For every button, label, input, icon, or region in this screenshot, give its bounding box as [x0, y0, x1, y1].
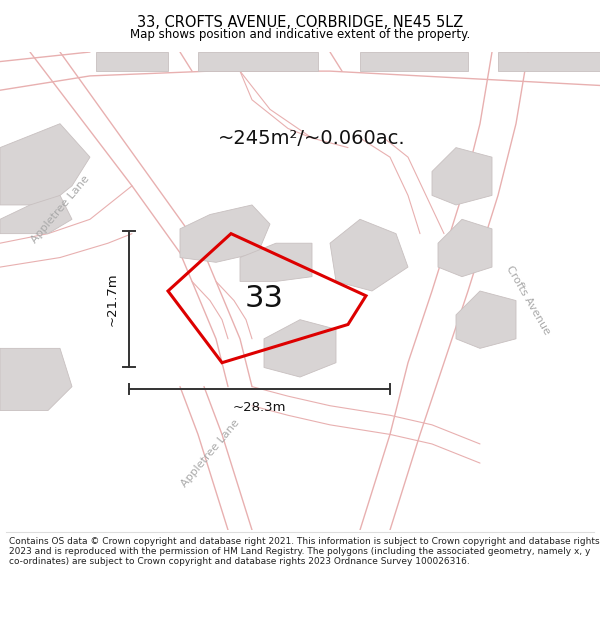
Polygon shape	[0, 124, 90, 205]
Polygon shape	[96, 52, 168, 71]
Polygon shape	[438, 219, 492, 277]
Polygon shape	[330, 219, 408, 291]
Polygon shape	[0, 196, 72, 234]
Polygon shape	[456, 291, 516, 348]
Text: ~21.7m: ~21.7m	[105, 272, 118, 326]
Polygon shape	[264, 319, 336, 377]
Polygon shape	[432, 148, 492, 205]
Text: ~245m²/~0.060ac.: ~245m²/~0.060ac.	[218, 129, 406, 148]
Polygon shape	[180, 205, 270, 262]
Text: Map shows position and indicative extent of the property.: Map shows position and indicative extent…	[130, 28, 470, 41]
Text: Appletree Lane: Appletree Lane	[29, 174, 91, 246]
Polygon shape	[240, 243, 312, 281]
Text: Appletree Lane: Appletree Lane	[179, 418, 241, 489]
Text: Contains OS data © Crown copyright and database right 2021. This information is : Contains OS data © Crown copyright and d…	[9, 537, 599, 566]
Polygon shape	[0, 348, 72, 411]
Text: 33, CROFTS AVENUE, CORBRIDGE, NE45 5LZ: 33, CROFTS AVENUE, CORBRIDGE, NE45 5LZ	[137, 14, 463, 29]
Polygon shape	[198, 52, 318, 71]
Text: Crofts Avenue: Crofts Avenue	[504, 264, 552, 337]
Polygon shape	[360, 52, 468, 71]
Text: ~28.3m: ~28.3m	[233, 401, 286, 414]
Text: 33: 33	[245, 284, 284, 312]
Polygon shape	[498, 52, 600, 71]
